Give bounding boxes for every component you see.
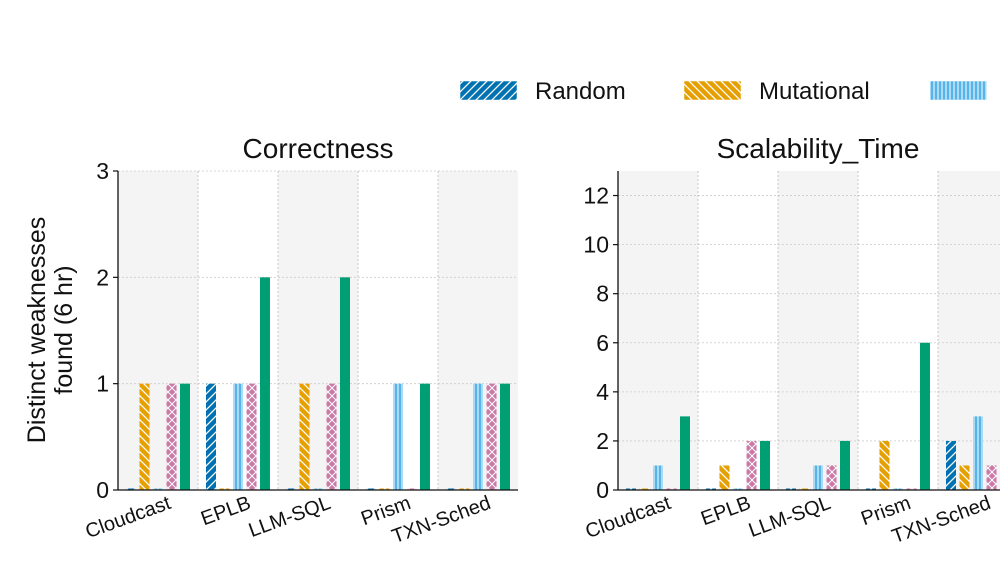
bar bbox=[639, 488, 650, 490]
y-tick-label: 2 bbox=[96, 264, 109, 290]
bar bbox=[139, 383, 150, 490]
bar bbox=[406, 488, 417, 490]
bar bbox=[393, 383, 403, 490]
bar bbox=[486, 383, 497, 490]
legend-item bbox=[929, 80, 988, 101]
bar bbox=[666, 488, 677, 490]
bar bbox=[166, 383, 177, 490]
bar bbox=[959, 465, 970, 490]
bar bbox=[626, 488, 636, 490]
bar bbox=[760, 440, 770, 490]
bar bbox=[500, 383, 510, 490]
bar bbox=[893, 488, 903, 490]
legend-label: Random bbox=[535, 78, 626, 105]
bar bbox=[706, 488, 716, 490]
bar bbox=[299, 383, 310, 490]
bar bbox=[420, 383, 430, 490]
chart-title: Correctness bbox=[243, 133, 394, 164]
bar bbox=[180, 383, 190, 490]
bar bbox=[799, 488, 810, 490]
bar bbox=[379, 488, 390, 490]
legend-swatch bbox=[929, 80, 988, 101]
bar bbox=[986, 465, 997, 490]
y-axis-title: Distinct weaknessesfound (6 hr) bbox=[23, 217, 78, 443]
y-tick-label: 6 bbox=[596, 330, 609, 356]
legend-swatch bbox=[683, 80, 742, 101]
bar bbox=[813, 465, 823, 490]
bar bbox=[826, 465, 837, 490]
bar bbox=[866, 488, 876, 490]
legend-item: Random bbox=[459, 78, 626, 105]
y-axis-label-line: Distinct weaknesses bbox=[23, 217, 51, 443]
x-tick-label: EPLB bbox=[698, 492, 754, 530]
chart-title: Scalability_Time bbox=[717, 133, 920, 164]
y-axis-label-line: found (6 hr) bbox=[50, 265, 78, 394]
bar bbox=[126, 488, 136, 490]
y-tick-label: 0 bbox=[96, 477, 109, 503]
x-tick-label: LLM-SQL bbox=[246, 492, 334, 542]
bar bbox=[286, 488, 296, 490]
bar bbox=[233, 383, 243, 490]
bar bbox=[973, 416, 983, 490]
bar bbox=[920, 342, 930, 490]
bar bbox=[313, 488, 323, 490]
bar bbox=[260, 277, 270, 490]
x-tick-label: EPLB bbox=[198, 492, 254, 530]
y-axis-label: Distinct weaknessesfound (6 hr) bbox=[23, 217, 78, 443]
bar bbox=[246, 383, 257, 490]
bar bbox=[906, 488, 917, 490]
y-tick-label: 0 bbox=[596, 477, 609, 503]
legend-label: Mutational bbox=[759, 78, 870, 105]
category-band bbox=[778, 171, 858, 490]
legend-item: Mutational bbox=[683, 78, 870, 105]
y-tick-label: 4 bbox=[596, 379, 609, 405]
bar bbox=[733, 488, 743, 490]
bar bbox=[746, 440, 757, 490]
bar bbox=[473, 383, 483, 490]
bar bbox=[326, 383, 337, 490]
x-tick-label: LLM-SQL bbox=[746, 492, 834, 542]
y-tick-label: 1 bbox=[96, 371, 109, 397]
bar bbox=[653, 465, 663, 490]
bar bbox=[879, 440, 890, 490]
bar bbox=[340, 277, 350, 490]
legend-swatch bbox=[459, 80, 518, 101]
bar bbox=[206, 383, 216, 490]
category-band bbox=[938, 171, 1000, 490]
bar bbox=[680, 416, 690, 490]
bar bbox=[719, 465, 730, 490]
legend: Random Mutational bbox=[459, 78, 988, 105]
bar bbox=[786, 488, 796, 490]
bar bbox=[840, 440, 850, 490]
bar bbox=[946, 440, 956, 490]
y-tick-label: 10 bbox=[583, 232, 609, 258]
y-tick-label: 3 bbox=[96, 158, 109, 184]
y-tick-label: 12 bbox=[583, 183, 609, 209]
y-tick-label: 2 bbox=[596, 428, 609, 454]
bar bbox=[219, 488, 230, 490]
y-tick-label: 8 bbox=[596, 281, 609, 307]
bar bbox=[366, 488, 376, 490]
bar bbox=[446, 488, 456, 490]
bar bbox=[153, 488, 163, 490]
bar bbox=[459, 488, 470, 490]
